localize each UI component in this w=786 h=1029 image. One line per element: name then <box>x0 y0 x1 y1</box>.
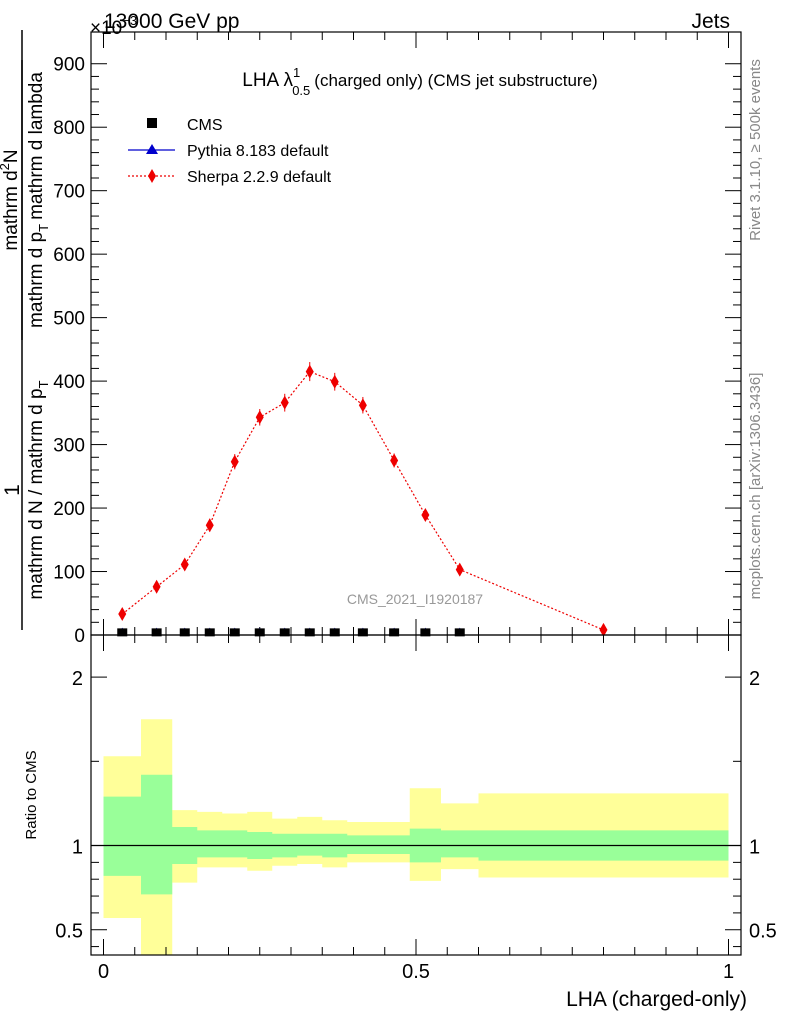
ratio-ytick-label-right: 2 <box>749 668 760 690</box>
process-label: Jets <box>691 10 730 33</box>
main-ytick-label: 600 <box>53 245 85 266</box>
ratio-xtick-label: 0 <box>98 961 109 983</box>
sherpa-point <box>230 454 239 469</box>
cms-point <box>454 628 465 637</box>
cms-point <box>304 628 315 637</box>
ylabel-den2-main: mathrm d p <box>26 232 47 328</box>
main-ylabel: 1 mathrm d N / mathrm d pT mathrm d2N ma… <box>0 30 51 630</box>
ylabel-den2-sub: T <box>36 224 51 232</box>
ylabel-denominator-1: mathrm d N / mathrm d pT <box>26 380 51 599</box>
sherpa-line <box>121 370 604 631</box>
ratio-ytick-label-right: 0.5 <box>749 921 777 943</box>
legend-cms-label: CMS <box>187 117 223 134</box>
main-watermark: CMS_2021_I1920187 <box>347 591 483 607</box>
title-main: LHA λ <box>242 70 293 91</box>
sherpa-point <box>255 410 264 425</box>
title-sub: 0.5 <box>292 83 310 98</box>
ratio-panel: 0.5 0.5 1 1 2 2 0 0.5 1 Ratio to CMS LHA (charge… <box>23 634 777 1011</box>
ratio-axes: 0.5 0.5 1 1 2 2 0 0.5 1 <box>55 635 777 983</box>
ylabel-denominator-2: mathrm d pTmathrm d lambda <box>26 72 51 328</box>
main-ytick-label: 100 <box>53 563 85 584</box>
main-ytick-label: 200 <box>53 499 85 520</box>
cms-point <box>389 628 400 637</box>
main-ytick-label: 300 <box>53 436 85 457</box>
sherpa-point <box>330 374 339 389</box>
ratio-ytick-label: 1 <box>72 837 83 859</box>
main-ytick-label: 800 <box>53 118 85 139</box>
sherpa-point <box>455 562 464 577</box>
mcplots-label: mcplots.cern.ch [arXiv:1306.3436] <box>747 373 764 600</box>
sherpa-point <box>599 622 608 637</box>
ylabel-den2-rest: mathrm d lambda <box>26 72 47 220</box>
exponent-sup: −3 <box>122 13 137 28</box>
ratio-ytick-label-right: 1 <box>749 837 760 859</box>
title-sup: 1 <box>293 65 300 80</box>
ratio-ytick-label: 2 <box>72 668 83 690</box>
sherpa-point <box>152 579 161 594</box>
ylabel-num2-main: mathrm d <box>1 170 22 250</box>
sherpa-point <box>280 395 289 410</box>
title-rest: (charged only) (CMS jet substructure) <box>314 71 597 90</box>
legend-pythia-marker <box>146 144 158 154</box>
cms-point <box>279 628 290 637</box>
cms-point <box>117 628 128 637</box>
main-ytick-label: 0 <box>74 626 85 647</box>
main-panel: 0 100 200 300 400 500 600 700 800 900 CMS_2021_I1… <box>0 30 742 647</box>
main-ytick-label: 500 <box>53 309 85 330</box>
energy-label: 13000 GeV pp <box>104 10 239 33</box>
ylabel-den1-sub: T <box>36 380 51 388</box>
legend-sherpa-label: Sherpa 2.2.9 default <box>187 169 332 186</box>
ratio-ytick-label: 0.5 <box>55 921 83 943</box>
cms-point <box>229 628 240 637</box>
sherpa-point <box>118 607 127 622</box>
main-series <box>117 362 608 637</box>
ratio-green-band <box>103 774 729 895</box>
main-title: LHA λ1 0.5 (charged only) (CMS jet substru… <box>242 65 597 98</box>
cms-point <box>179 628 190 637</box>
cms-point <box>151 628 162 637</box>
sherpa-point <box>390 453 399 468</box>
cms-point <box>357 628 368 637</box>
exponent-base: ×10 <box>90 18 122 39</box>
ratio-bands <box>91 719 741 955</box>
cms-point <box>204 628 215 637</box>
sherpa-point <box>358 398 367 413</box>
legend-cms-marker <box>147 118 157 128</box>
ylabel-num2-rest: N <box>1 149 22 163</box>
ylabel-numerator-2: mathrm d2N <box>0 149 22 250</box>
ylabel-num2-sup: 2 <box>0 163 12 170</box>
legend: CMS Pythia 8.183 default Sherpa 2.2.9 de… <box>128 117 332 186</box>
rivet-label: Rivet 3.1.10, ≥ 500k events <box>747 59 764 241</box>
main-ytick-label: 900 <box>53 55 85 76</box>
cms-point <box>420 628 431 637</box>
ratio-xtick-label: 0.5 <box>402 961 430 983</box>
cms-point <box>254 628 265 637</box>
legend-pythia-label: Pythia 8.183 default <box>187 143 329 160</box>
ratio-xlabel: LHA (charged-only) <box>566 988 747 1011</box>
ratio-ylabel: Ratio to CMS <box>23 750 40 839</box>
legend-sherpa-marker <box>148 169 156 183</box>
exponent-label: ×10−3 <box>90 13 137 39</box>
main-ytick-label: 400 <box>53 372 85 393</box>
sherpa-point <box>180 557 189 572</box>
cms-point <box>329 628 340 637</box>
main-ytick-label: 700 <box>53 182 85 203</box>
sherpa-point <box>421 508 430 523</box>
ylabel-numerator-1: 1 <box>1 484 24 496</box>
main-axes: 0 100 200 300 400 500 600 700 800 900 <box>53 32 741 647</box>
sherpa-point <box>205 518 214 533</box>
ylabel-den1-main: mathrm d N / mathrm d p <box>26 388 47 599</box>
sherpa-point <box>305 364 314 379</box>
ratio-xtick-label: 1 <box>723 961 734 983</box>
